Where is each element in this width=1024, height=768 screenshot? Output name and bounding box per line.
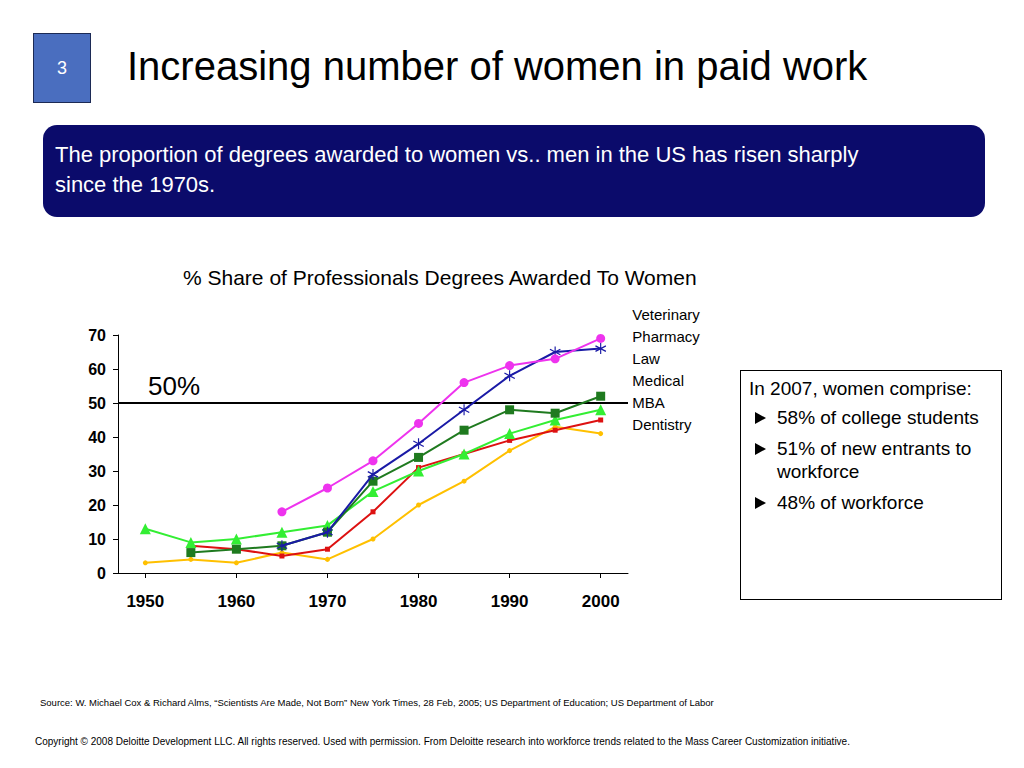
svg-text:1950: 1950 [126, 592, 164, 611]
svg-text:Law: Law [632, 350, 660, 367]
svg-text:70: 70 [88, 327, 106, 344]
html-text:Source: W. Michael Cox & Richa: Source: W. Michael Cox & Richard Alms, “… [40, 697, 714, 708]
svg-text:MBA: MBA [632, 394, 665, 411]
svg-text:30: 30 [88, 463, 106, 480]
svg-text:Pharmacy: Pharmacy [632, 328, 700, 345]
svg-text:1970: 1970 [309, 592, 347, 611]
svg-text:Medical: Medical [632, 372, 684, 389]
svg-text:50%: 50% [148, 371, 200, 401]
html-text:Copyright © 2008 Deloitte Deve: Copyright © 2008 Deloitte Development LL… [35, 736, 850, 747]
html-text:Increasing number of women in: Increasing number of women in paid work [127, 44, 868, 88]
svg-text:40: 40 [88, 429, 106, 446]
svg-text:10: 10 [88, 531, 106, 548]
svg-text:1980: 1980 [400, 592, 438, 611]
svg-text:50: 50 [88, 395, 106, 412]
html-text:58% of college students: 58% of college students [777, 407, 979, 428]
svg-text:Veterinary: Veterinary [632, 306, 700, 323]
html-text:In 2007, women comprise:: In 2007, women comprise: [749, 378, 972, 399]
svg-text:20: 20 [88, 497, 106, 514]
html-text:51% of new entrants to workfor: 51% of new entrants to workforce [777, 438, 972, 482]
svg-text:1960: 1960 [217, 592, 255, 611]
html-text:48% of workforce: 48% of workforce [777, 492, 924, 513]
svg-text:1990: 1990 [491, 592, 529, 611]
svg-text:60: 60 [88, 361, 106, 378]
svg-text:Dentistry: Dentistry [632, 416, 692, 433]
svg-text:0: 0 [97, 565, 106, 582]
svg-text:2000: 2000 [582, 592, 620, 611]
html-text:3: 3 [57, 57, 67, 78]
html-text:The proportion of degrees awar: The proportion of degrees awarded to wom… [55, 142, 859, 197]
svg-text:% Share of Professionals Degre: % Share of Professionals Degrees Awarded… [183, 266, 697, 289]
